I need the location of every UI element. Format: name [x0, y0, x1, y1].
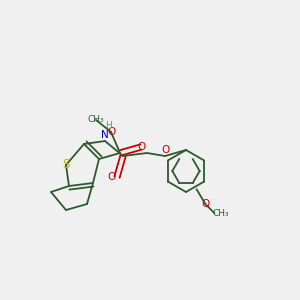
Text: S: S	[62, 158, 70, 172]
Text: O: O	[107, 127, 115, 137]
Text: O: O	[201, 199, 210, 209]
Text: O: O	[161, 145, 169, 155]
Text: CH₃: CH₃	[212, 209, 229, 218]
Text: N: N	[101, 130, 109, 140]
Text: CH₃: CH₃	[88, 116, 104, 124]
Text: H: H	[105, 122, 111, 130]
Text: O: O	[107, 172, 115, 182]
Text: O: O	[137, 142, 145, 152]
